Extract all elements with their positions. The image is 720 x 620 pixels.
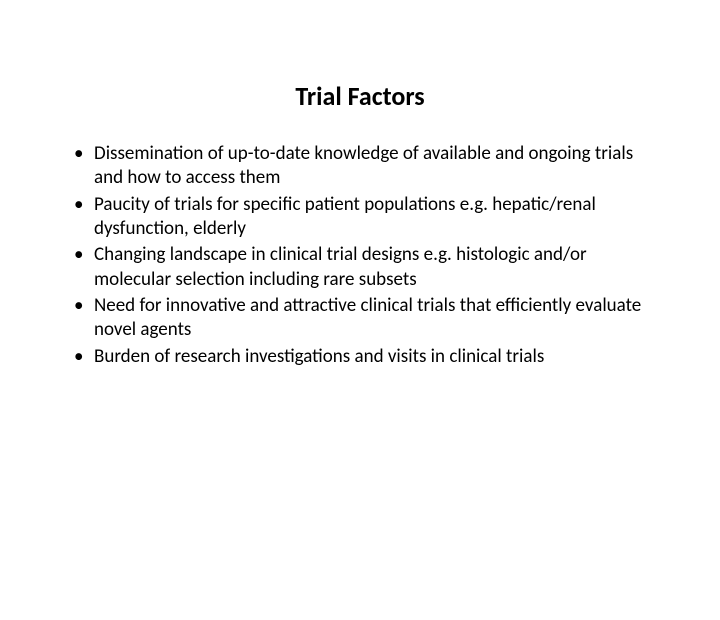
slide-title: Trial Factors: [0, 80, 720, 112]
bullet-item: Paucity of trials for specific patient p…: [70, 193, 650, 242]
bullet-list: Dissemination of up-to-date knowledge of…: [0, 142, 720, 369]
bullet-item: Burden of research investigations and vi…: [70, 345, 650, 369]
bullet-item: Need for innovative and attractive clini…: [70, 294, 650, 343]
slide-container: Trial Factors Dissemination of up-to-dat…: [0, 80, 720, 620]
bullet-item: Changing landscape in clinical trial des…: [70, 243, 650, 292]
bullet-item: Dissemination of up-to-date knowledge of…: [70, 142, 650, 191]
